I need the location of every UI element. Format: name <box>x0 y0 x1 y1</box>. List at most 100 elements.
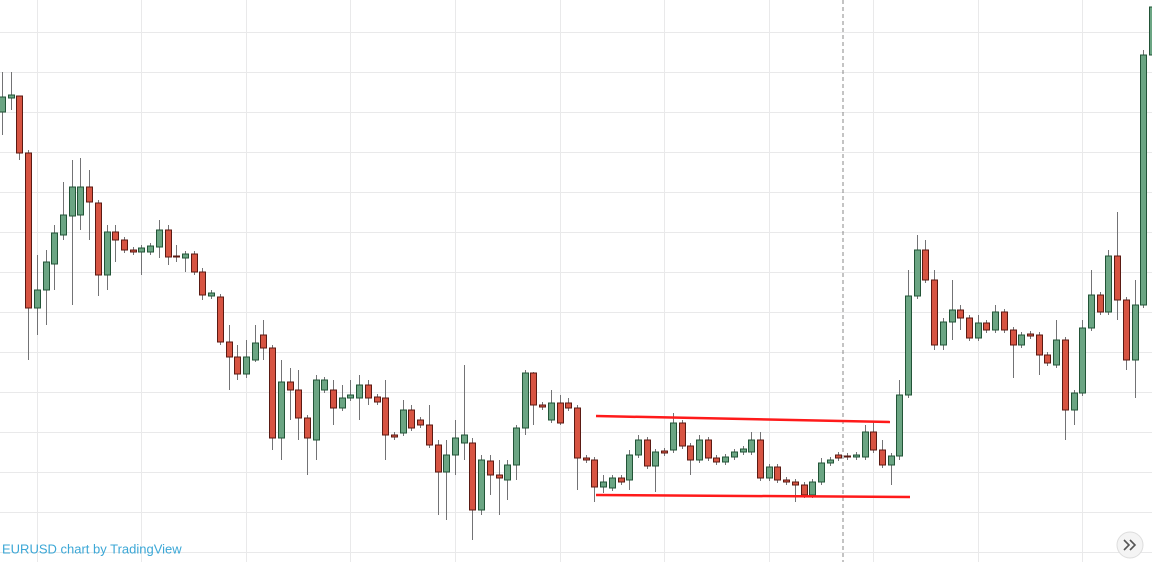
candle-body <box>1036 334 1043 356</box>
candle-body <box>766 466 773 479</box>
scroll-icon[interactable] <box>1123 539 1137 551</box>
candle-body <box>330 389 337 409</box>
candle-body <box>862 431 869 458</box>
candle-body <box>304 417 311 439</box>
candle-body <box>469 442 476 511</box>
trend-line-upper[interactable] <box>595 414 891 424</box>
candle-body <box>269 347 276 439</box>
candle-body <box>356 384 363 399</box>
candle-body <box>252 342 259 361</box>
candle-body <box>339 397 346 409</box>
candle-body <box>452 437 459 456</box>
candle-body <box>609 477 616 489</box>
candle-body <box>226 341 233 358</box>
candle-body <box>679 422 686 447</box>
trend-line-lower[interactable] <box>595 493 911 499</box>
candle-body <box>0 96 6 113</box>
candle-body <box>1097 294 1104 313</box>
candle-body <box>722 456 729 463</box>
candle-body <box>165 229 172 258</box>
candle-body <box>77 186 84 216</box>
candle-body <box>618 477 625 483</box>
candle-body <box>696 439 703 461</box>
candle-body <box>8 94 15 99</box>
candle-body <box>408 409 415 429</box>
candle-body <box>905 295 912 396</box>
candle-body <box>539 404 546 408</box>
candle-body <box>600 481 607 488</box>
candle-body <box>69 186 76 217</box>
candle-body <box>321 379 328 391</box>
candle-body <box>95 202 102 276</box>
candle-body <box>138 247 145 253</box>
candle-body <box>992 311 999 331</box>
candle-body <box>966 317 973 339</box>
candle-body <box>1018 334 1025 346</box>
candle-body <box>104 231 111 276</box>
candle-body <box>1088 294 1095 329</box>
candle-body <box>1140 54 1147 306</box>
candle-body <box>888 455 895 466</box>
candle-body <box>130 249 137 253</box>
candle-body <box>496 474 503 479</box>
candle-body <box>191 253 198 273</box>
candle-body <box>478 459 485 511</box>
candle-body <box>1053 339 1060 366</box>
candle-body <box>51 232 58 265</box>
candle-body <box>1027 333 1034 337</box>
candle-body <box>1105 255 1112 313</box>
candle-body <box>792 481 799 486</box>
candle-body <box>949 309 956 323</box>
candle-body <box>522 372 529 429</box>
candle-body <box>435 444 442 473</box>
candle-body <box>975 322 982 339</box>
candle-body <box>121 239 128 251</box>
candle-body <box>670 422 677 451</box>
candle-body <box>426 424 433 446</box>
candle-body <box>34 289 41 309</box>
candle-body <box>705 439 712 459</box>
candle-body <box>199 271 206 296</box>
candle-body <box>853 454 860 458</box>
candle-body <box>844 455 851 458</box>
candle-body <box>234 356 241 375</box>
candle-body <box>417 419 424 426</box>
scroll-button[interactable] <box>1116 531 1144 559</box>
candle-body <box>870 431 877 451</box>
candle-body <box>879 449 886 466</box>
candle-body <box>557 402 564 424</box>
candle-body <box>713 457 720 463</box>
candle-body <box>1149 6 1152 56</box>
candle-body <box>147 245 154 253</box>
candle-body <box>173 255 180 258</box>
candle-body <box>652 451 659 467</box>
candle-body <box>374 396 381 403</box>
candle-body <box>1001 311 1008 331</box>
candle-body <box>365 384 372 399</box>
candle-body <box>740 448 747 453</box>
candle-body <box>757 439 764 479</box>
candle-body <box>635 439 642 456</box>
candle-body <box>295 389 302 419</box>
candle-body <box>260 334 267 349</box>
candle-body <box>1123 299 1130 361</box>
candles <box>0 6 1152 540</box>
candle-body <box>731 451 738 458</box>
candle-body <box>43 261 50 291</box>
candle-body <box>896 394 903 457</box>
candle-body <box>565 402 572 409</box>
candle-body <box>801 484 808 496</box>
candle-body <box>1071 392 1078 411</box>
attribution[interactable]: EURUSD chart by TradingView <box>2 541 182 556</box>
candle-body <box>818 462 825 483</box>
candle-body <box>583 457 590 461</box>
candle-body <box>382 397 389 436</box>
candle-body <box>347 394 354 399</box>
candle-body <box>112 231 119 241</box>
candle-body <box>182 253 189 259</box>
candle-body <box>243 356 250 375</box>
candle-body <box>25 152 32 309</box>
candle-body <box>931 279 938 346</box>
